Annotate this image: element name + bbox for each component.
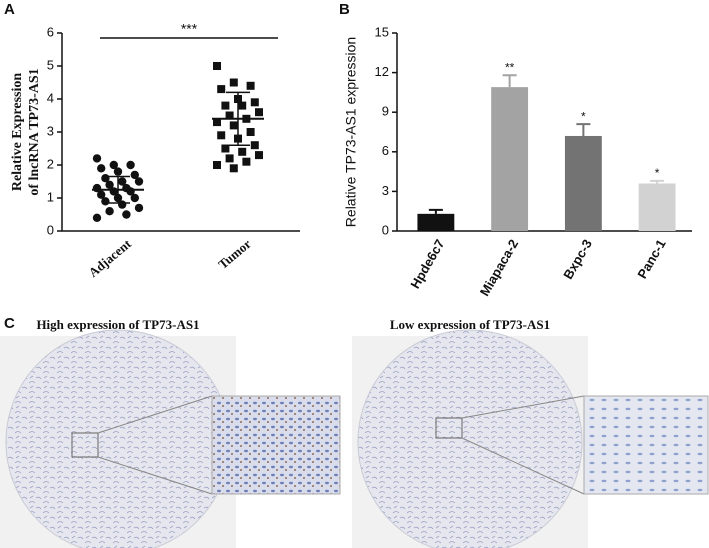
annotation: * <box>581 109 586 123</box>
point <box>118 177 127 186</box>
y-tick-label: 1 <box>47 189 54 204</box>
point <box>97 164 106 173</box>
point <box>97 190 106 199</box>
x-tick-label: Panc-1 <box>634 237 668 281</box>
bar <box>564 135 602 231</box>
point <box>221 144 230 153</box>
point <box>101 197 110 206</box>
panel-label: B <box>339 1 350 18</box>
point <box>109 160 119 170</box>
error-bar <box>576 123 591 136</box>
point <box>246 128 255 136</box>
point <box>242 157 251 166</box>
image-title: Low expression of TP73-AS1 <box>390 317 550 332</box>
x-tick-label: Miapaca-2 <box>477 237 521 299</box>
y-tick-label: 4 <box>47 90 54 105</box>
error-bar <box>502 74 517 88</box>
zoom-box <box>435 417 463 439</box>
point <box>105 180 114 189</box>
zoom-line <box>97 395 213 434</box>
zoom-image <box>583 395 709 495</box>
y-tick-label: 5 <box>47 57 54 72</box>
error-bar <box>428 208 443 214</box>
point <box>130 193 139 203</box>
point <box>255 151 263 160</box>
y-tick-label: 2 <box>47 156 54 171</box>
point <box>255 108 263 117</box>
annotation: ** <box>505 60 515 74</box>
point <box>229 121 238 130</box>
panel-label: C <box>4 315 15 332</box>
zoom-box <box>71 432 99 458</box>
bar <box>417 213 455 231</box>
x-tick-label: Adjacent <box>85 236 134 280</box>
zoom-line <box>461 395 585 419</box>
significance: *** <box>181 21 198 37</box>
sd-bar <box>226 91 250 146</box>
point <box>105 207 114 216</box>
point <box>229 164 238 173</box>
y-tick-label: 3 <box>382 183 389 198</box>
y-tick-label: 0 <box>382 222 389 237</box>
bar <box>491 87 529 232</box>
y-tick-label: 6 <box>382 143 389 158</box>
point <box>217 131 226 140</box>
point <box>225 111 234 120</box>
point <box>238 101 247 110</box>
point <box>221 101 230 110</box>
image-title: High expression of TP73-AS1 <box>36 317 199 332</box>
point <box>246 81 255 90</box>
y-tick-label: 12 <box>375 64 389 79</box>
zoom-line <box>461 437 585 495</box>
zoom-line <box>97 456 213 495</box>
point <box>250 141 259 150</box>
point <box>122 210 131 219</box>
y-tick-label: 6 <box>47 24 54 39</box>
point <box>225 154 234 163</box>
sd-bar <box>106 175 130 204</box>
point <box>229 78 238 87</box>
error-bar <box>650 179 665 184</box>
point <box>92 213 102 222</box>
panel-c: C High expression of TP73-AS1 Low expres… <box>0 315 709 548</box>
panel-label: A <box>4 1 15 18</box>
tissue-core <box>357 329 583 548</box>
bar <box>638 183 676 231</box>
point <box>238 147 247 156</box>
point <box>217 85 226 94</box>
point <box>92 154 102 163</box>
y-axis-label: Relative TP73-AS1 expression <box>343 37 359 227</box>
y-axis-label: Relative Expression <box>10 73 25 192</box>
point <box>250 98 259 107</box>
x-tick-label: Tumor <box>215 236 254 272</box>
point <box>134 203 144 213</box>
point <box>213 161 221 169</box>
point <box>130 170 139 180</box>
zoom-image <box>211 395 341 495</box>
point <box>213 62 221 70</box>
point <box>113 167 123 176</box>
point <box>213 118 221 127</box>
y-tick-label: 3 <box>47 123 54 138</box>
point <box>134 177 144 186</box>
annotation: * <box>655 166 660 180</box>
y-axis-label: of lncRNA TP73-AS1 <box>27 68 42 195</box>
y-tick-label: 15 <box>375 24 389 39</box>
x-tick-label: Bxpc-3 <box>560 237 595 282</box>
y-tick-label: 9 <box>382 104 389 119</box>
point <box>126 160 135 170</box>
x-tick-label: Hpde6c7 <box>407 237 447 291</box>
tissue-core <box>5 329 231 548</box>
y-tick-label: 0 <box>47 222 54 237</box>
point <box>118 200 127 209</box>
